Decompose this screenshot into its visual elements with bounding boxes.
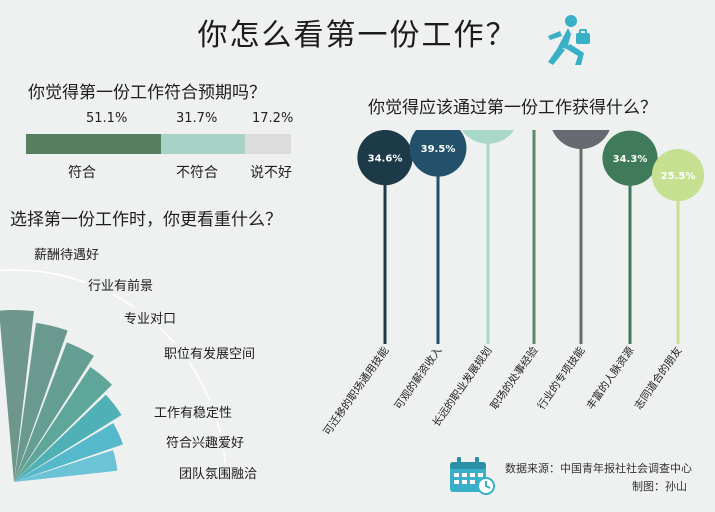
cap-unsure: 说不好 (250, 165, 292, 181)
bar-segment-fit (26, 134, 162, 154)
fan-wedge-0 (0, 310, 34, 482)
bubble-1 (409, 130, 467, 177)
category-label-3: 职场的处事经验 (488, 344, 541, 412)
fan-chart (0, 269, 227, 482)
category-label-0: 可迁移的职场通用技能 (321, 344, 392, 438)
bubble-value-label-5: 34.3% (613, 154, 648, 165)
q2-title: 选择第一份工作时，你更看重什么？ (10, 210, 282, 230)
bubble-0 (357, 130, 413, 186)
pct-unsure: 17.2% (252, 111, 294, 126)
fan-wedge-4 (14, 394, 122, 482)
fan-label-salary: 薪酬待遇好 (32, 244, 102, 263)
pct-fit: 51.1% (86, 111, 128, 126)
bubble-value-label-0: 34.6% (368, 154, 403, 165)
chart-maker: 制图：孙山 (632, 480, 687, 493)
bar-segment-not-fit (161, 134, 246, 154)
fan-wedge-2 (14, 342, 94, 482)
fan-label-interest: 符合兴趣爱好 (164, 432, 247, 451)
q3-title: 你觉得应该通过第一份工作获得什么？ (368, 98, 657, 118)
category-label-4: 行业的专项技能 (535, 344, 588, 412)
bubble-5 (602, 130, 658, 186)
running-man-icon (548, 15, 590, 65)
fan-label-growth: 职位有发展空间 (162, 343, 258, 362)
bar-segment-unsure (245, 134, 291, 154)
bubble-chart: 34.6%可迁移的职场通用技能39.5%可观的薪资收入58.3%长远的职业发展规… (321, 130, 705, 438)
fan-wedge-5 (14, 423, 124, 482)
fan-label-prospect: 行业有前景 (86, 275, 156, 294)
fan-label-major-match: 专业对口 (122, 308, 179, 327)
q1-title: 你觉得第一份工作符合预期吗？ (28, 83, 266, 103)
fan-label-stability: 工作有稳定性 (152, 402, 235, 421)
fan-wedge-6 (14, 450, 118, 482)
calendar-icon (450, 457, 495, 495)
bubble-6 (651, 148, 705, 202)
bubble-2 (461, 130, 515, 144)
category-label-6: 志同道合的朋友 (632, 344, 685, 412)
cap-not-fit: 不符合 (176, 165, 218, 181)
cap-fit: 符合 (68, 165, 96, 181)
bubble-value-label-1: 39.5% (421, 144, 456, 155)
fan-wedge-3 (14, 367, 112, 482)
pct-not-fit: 31.7% (176, 111, 218, 126)
category-label-5: 丰富的人脉资源 (584, 344, 637, 412)
category-label-1: 可观的薪资收入 (392, 344, 445, 412)
fan-label-team: 团队氛围融洽 (177, 463, 260, 482)
fan-wedge-1 (14, 322, 68, 482)
bubble-value-label-6: 25.5% (661, 171, 696, 182)
bubble-4 (552, 130, 610, 149)
data-source: 数据来源：中国青年报社社会调查中心 (505, 462, 692, 475)
main-title: 你怎么看第一份工作？ (197, 18, 518, 53)
